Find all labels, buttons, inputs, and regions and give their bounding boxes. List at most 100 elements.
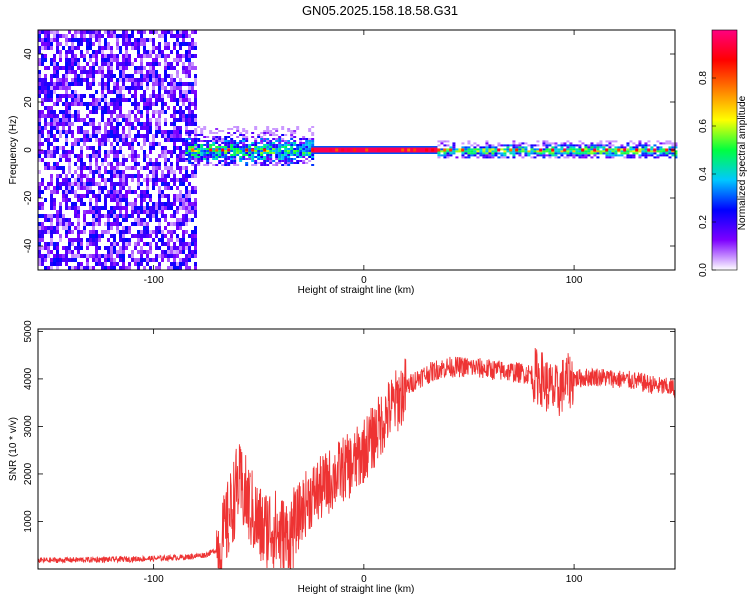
spectrogram-cell [74,62,77,66]
spectrogram-cell [233,160,237,162]
spectrogram-cell [641,144,645,147]
spectrogram-cell [65,234,68,238]
spectrogram-cell [122,98,125,102]
spectrogram-cell [98,50,101,54]
spectrogram-cell [110,182,113,186]
spectrogram-cell [194,214,197,218]
spectrogram-cell [608,150,612,153]
spectrogram-cell [239,148,243,150]
spectrogram-cell [674,154,678,157]
spectrogram-cell [38,94,41,98]
spectrogram-cell [149,194,152,198]
spectrogram-cell [95,246,98,250]
spectrogram-cell [251,154,255,156]
spectrogram-cell [143,250,146,254]
spectrogram-cell [275,128,279,130]
spectrogram-cell [296,128,300,130]
spectrogram-cell [278,154,282,156]
spectrogram-cell [122,82,125,86]
spectrogram-cell [233,162,237,164]
spectrogram-cell [140,146,143,150]
spectrogram-cell [233,126,237,128]
spectrogram-cell [452,146,456,149]
spectrogram-cell [83,78,86,82]
spectrogram-cell [80,138,83,142]
spectrogram-cell [647,144,651,147]
spectrogram-cell [536,150,540,153]
spectrogram-cell [641,148,645,151]
spectrogram-cell [59,134,62,138]
spectrogram-cell [560,154,564,157]
spectrogram-cell [485,150,489,153]
spectrogram-cell [68,158,71,162]
spectrogram-cell [200,132,204,134]
spectrogram-cell [53,206,56,210]
spectrogram-cell [206,154,210,156]
spectrogram-cell [137,242,140,246]
spectrogram-cell [614,150,618,153]
spectrogram-cell [233,150,237,152]
spectrogram-cell [188,266,191,270]
spectrogram-cell [284,140,288,142]
spectrogram-cell [182,142,185,146]
spectrogram-cell [92,50,95,54]
spectrogram-cell [80,54,83,58]
spectrogram-cell [77,66,80,70]
spectrogram-cell [611,150,615,153]
spectrogram-cell [44,118,47,122]
spectrogram-cell [119,170,122,174]
spectrogram-cell [98,246,101,250]
spectrogram-cell [164,162,167,166]
spectrogram-cell [173,86,176,90]
spectrogram-cell [101,86,104,90]
spectrogram-cell [158,46,161,50]
spectrogram-cell [134,98,137,102]
spectrogram-cell [71,50,74,54]
spectrogram-cell [179,130,182,134]
spectrogram-cell [149,66,152,70]
spectrogram-cell [251,144,255,146]
spectrogram-cell [62,150,65,154]
spectrogram-cell [164,118,167,122]
spectrogram-cell [545,144,549,147]
spectrogram-cell [158,262,161,266]
spectrogram-cell [185,106,188,110]
spectrogram-cell [269,144,273,146]
spectrogram-cell [80,170,83,174]
spectrogram-cell [437,156,441,159]
spectrogram-cell [179,82,182,86]
spectrogram-cell [92,62,95,66]
spectrogram-cell [56,94,59,98]
spectrogram-cell [539,154,543,157]
spectrogram-cell [233,144,237,146]
spectrogram-cell [47,98,50,102]
spectrogram-cell [119,106,122,110]
spectrogram-cell [173,134,176,138]
spectrogram-cell [110,110,113,114]
spectrogram-cell [167,130,170,134]
spectrogram-cell [74,30,77,34]
spectrogram-cell [233,158,237,160]
spectrogram-cell [164,74,167,78]
spectrogram-cell [281,134,285,136]
spectrogram-cell [65,130,68,134]
spectrogram-cell [287,152,291,154]
spectrogram-cell [182,238,185,242]
spectrogram-cell [104,222,107,226]
spectrogram-cell [536,140,540,143]
spectrogram-cell [113,234,116,238]
spectrogram-cell [668,152,672,155]
spectrogram-cell [101,158,104,162]
spectrogram-cell [521,156,525,159]
spectrogram-cell [296,144,300,146]
spectrogram-cell [65,198,68,202]
snr-line-segment [568,356,591,409]
spectrogram-cell [119,78,122,82]
spectrogram-cell [113,190,116,194]
spectrogram-cell [176,134,179,138]
spectrogram-cell [311,138,315,140]
spectrogram-cell [89,222,92,226]
spectrogram-cell [194,234,197,238]
spectrogram-cell [596,150,600,153]
spectrogram-cell [272,144,276,146]
